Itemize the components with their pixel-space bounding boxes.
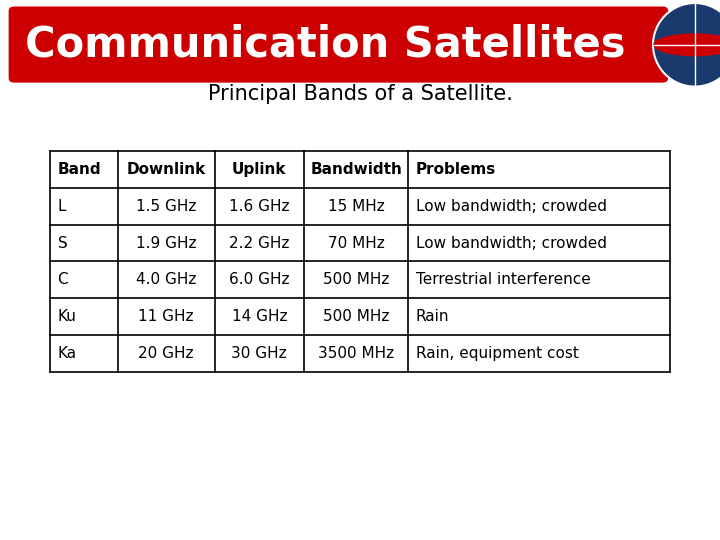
Text: 3500 MHz: 3500 MHz [318,346,395,361]
Text: 4.0 GHz: 4.0 GHz [136,272,197,287]
Text: Rain: Rain [415,309,449,324]
Text: Ku: Ku [58,309,76,324]
Text: Low bandwidth; crowded: Low bandwidth; crowded [415,235,607,251]
Text: 1.9 GHz: 1.9 GHz [136,235,197,251]
Text: Rain, equipment cost: Rain, equipment cost [415,346,579,361]
Text: S: S [58,235,68,251]
Text: Principal Bands of a Satellite.: Principal Bands of a Satellite. [207,84,513,105]
Text: Communication Satellites: Communication Satellites [25,24,626,65]
Text: Low bandwidth; crowded: Low bandwidth; crowded [415,199,607,214]
Text: Ka: Ka [58,346,77,361]
Text: Bandwidth: Bandwidth [310,162,402,177]
Text: Problems: Problems [415,162,496,177]
Text: 30 GHz: 30 GHz [231,346,287,361]
Text: Band: Band [58,162,102,177]
Text: 6.0 GHz: 6.0 GHz [229,272,289,287]
Text: 1.5 GHz: 1.5 GHz [136,199,197,214]
Text: Terrestrial interference: Terrestrial interference [415,272,590,287]
Text: 2.2 GHz: 2.2 GHz [229,235,289,251]
Text: 500 MHz: 500 MHz [323,272,390,287]
Text: 1.6 GHz: 1.6 GHz [229,199,289,214]
Text: 70 MHz: 70 MHz [328,235,384,251]
Text: 500 MHz: 500 MHz [323,309,390,324]
Text: L: L [58,199,66,214]
Text: Uplink: Uplink [232,162,287,177]
Text: 15 MHz: 15 MHz [328,199,384,214]
Text: C: C [58,272,68,287]
Text: Downlink: Downlink [127,162,206,177]
Text: 14 GHz: 14 GHz [232,309,287,324]
Text: 11 GHz: 11 GHz [138,309,194,324]
Text: 20 GHz: 20 GHz [138,346,194,361]
